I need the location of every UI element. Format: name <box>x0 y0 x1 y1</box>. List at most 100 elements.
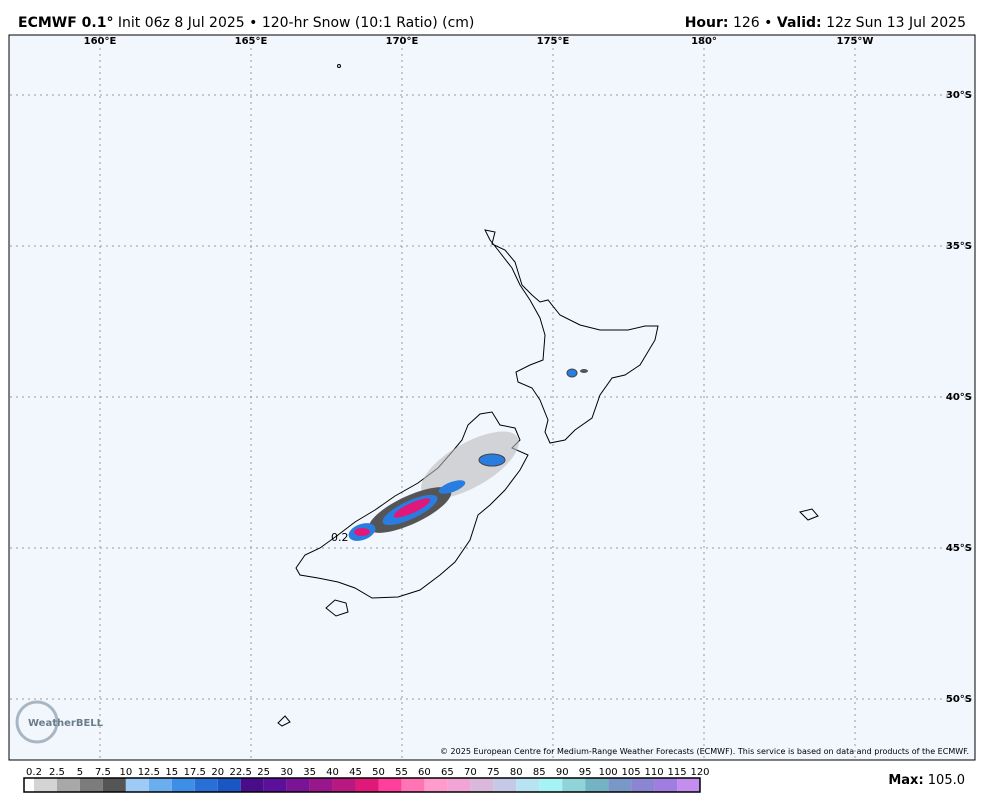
latitude-label: 50°S <box>946 694 972 705</box>
colorbar-swatch <box>631 778 655 792</box>
snow-field <box>348 368 588 541</box>
colorbar-swatch <box>378 778 402 792</box>
colorbar-label: 95 <box>579 767 592 778</box>
hour: 126 <box>733 15 760 31</box>
colorbar-label: 65 <box>441 767 454 778</box>
colorbar-swatch <box>585 778 609 792</box>
colorbar-swatch <box>217 778 241 792</box>
colorbar-label: 100 <box>599 767 618 778</box>
colorbar-swatch <box>102 778 126 792</box>
colorbar-label: 12.5 <box>138 767 160 778</box>
colorbar-swatch <box>79 778 103 792</box>
separator: • <box>764 15 772 31</box>
colorbar-label: 5 <box>77 767 83 778</box>
colorbar-swatch <box>516 778 540 792</box>
colorbar-swatch <box>447 778 471 792</box>
colorbar-swatch <box>34 778 57 792</box>
subtitle: Init 06z 8 Jul 2025 • 120-hr Snow (10:1 … <box>118 15 474 31</box>
snow-area <box>354 528 370 536</box>
colorbar-swatch <box>56 778 80 792</box>
colorbar-label: 70 <box>464 767 477 778</box>
colorbar-label: 55 <box>395 767 408 778</box>
colorbar-swatch <box>263 778 287 792</box>
colorbar-label: 22.5 <box>230 767 252 778</box>
max-value: 105.0 <box>928 773 965 788</box>
colorbar-label: 2.5 <box>49 767 65 778</box>
colorbar-label: 17.5 <box>184 767 206 778</box>
colorbar-label: 20 <box>211 767 224 778</box>
longitude-label: 160°E <box>84 36 117 47</box>
colorbar-swatch <box>424 778 448 792</box>
colorbar-label: 110 <box>645 767 664 778</box>
snow-area <box>580 369 588 373</box>
header-right: Hour: 126 • Valid: 12z Sun 13 Jul 2025 <box>685 15 966 31</box>
colorbar-swatch <box>332 778 356 792</box>
snow-area <box>421 431 519 499</box>
colorbar-swatch <box>240 778 264 792</box>
island <box>337 64 341 68</box>
colorbar-label: 40 <box>326 767 339 778</box>
colorbar-label: 105 <box>622 767 641 778</box>
logo-swirl <box>15 700 59 744</box>
max-readout: Max: 105.0 <box>888 773 965 788</box>
longitude-label: 180° <box>691 36 717 47</box>
colorbar-label: 25 <box>257 767 270 778</box>
longitude-label: 175°E <box>537 36 570 47</box>
colorbar-swatch <box>401 778 425 792</box>
colorbar-border <box>23 777 701 793</box>
graticule: 160°E 165°E 170°E 175°E 180° 175°W 30°S 35°S 40°… <box>10 36 974 759</box>
max-label: Max: <box>888 773 923 788</box>
colorbar-label: 85 <box>533 767 546 778</box>
latitude-label: 40°S <box>946 392 972 403</box>
colorbar-swatch <box>24 778 34 792</box>
chatham-islands <box>799 508 819 521</box>
contour-annotation: 0.2 <box>331 531 349 544</box>
colorbar-label: 0.2 <box>26 767 42 778</box>
longitude-label: 170°E <box>386 36 419 47</box>
colorbar-swatch <box>355 778 379 792</box>
stewart-island <box>325 599 349 617</box>
colorbar-swatch <box>470 778 494 792</box>
colorbar-label: 50 <box>372 767 385 778</box>
north-island <box>484 229 659 444</box>
colorbar-swatch <box>608 778 632 792</box>
auckland-islands <box>277 715 291 727</box>
latitude-label: 30°S <box>946 90 972 101</box>
snow-area <box>438 480 466 494</box>
latitude-label: 35°S <box>946 241 972 252</box>
colorbar-swatch <box>125 778 149 792</box>
hour-label: Hour: <box>685 15 729 31</box>
title: ECMWF 0.1° <box>18 15 113 31</box>
colorbar-label: 60 <box>418 767 431 778</box>
colorbar-swatch <box>677 778 700 792</box>
longitude-label: 165°E <box>235 36 268 47</box>
latitude-label: 45°S <box>946 543 972 554</box>
colorbar-label: 75 <box>487 767 500 778</box>
colorbar-label: 35 <box>303 767 316 778</box>
colorbar-label: 115 <box>667 767 686 778</box>
colorbar-label: 120 <box>690 767 709 778</box>
colorbar-label: 10 <box>119 767 132 778</box>
colorbar-label: 30 <box>280 767 293 778</box>
colorbar-swatch <box>539 778 563 792</box>
colorbar-swatch <box>286 778 310 792</box>
colorbar-swatch <box>654 778 678 792</box>
colorbar-swatch <box>309 778 333 792</box>
longitude-label: 175°W <box>837 36 874 47</box>
header-left: ECMWF 0.1° Init 06z 8 Jul 2025 • 120-hr … <box>18 15 474 31</box>
logo: WeatherBELL <box>15 700 104 744</box>
colorbar-label: 90 <box>556 767 569 778</box>
colorbar-swatch <box>562 778 586 792</box>
colorbar-label: 7.5 <box>95 767 111 778</box>
logo-text: WeatherBELL <box>28 718 104 729</box>
colorbar-swatch <box>171 778 195 792</box>
snow-area <box>566 368 578 378</box>
colorbar-swatch <box>148 778 172 792</box>
colorbar-swatch <box>194 778 218 792</box>
colorbar-swatch <box>493 778 517 792</box>
colorbar-label: 80 <box>510 767 523 778</box>
copyright: © 2025 European Centre for Medium-Range … <box>440 747 969 756</box>
valid: 12z Sun 13 Jul 2025 <box>826 15 966 31</box>
